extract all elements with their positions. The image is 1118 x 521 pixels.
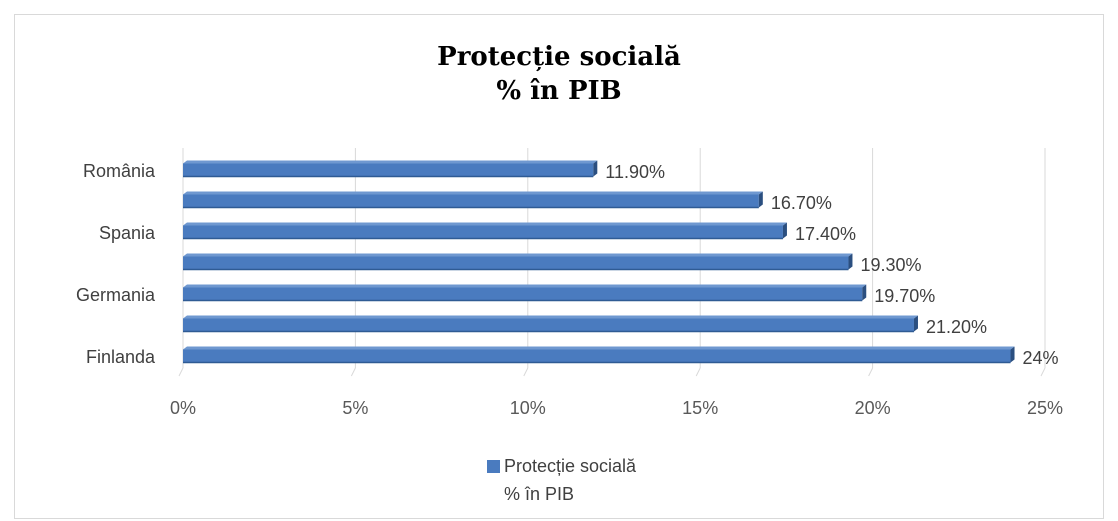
bar (183, 349, 1011, 363)
legend-label-line1: Protecție socială (504, 456, 637, 476)
bar-top-face (183, 346, 1015, 350)
gridline-floor (350, 367, 356, 377)
x-tick-label: 10% (510, 398, 546, 418)
bar-top-face (183, 253, 853, 257)
bar (183, 163, 594, 177)
data-label: 21.20% (926, 317, 987, 337)
chart-title: Protecție socială % în PIB (0, 40, 1118, 108)
gridline-floor (1040, 367, 1046, 377)
x-tick-label: 15% (682, 398, 718, 418)
x-tick-label: 20% (855, 398, 891, 418)
bar (183, 225, 783, 239)
bar-end-face (913, 315, 918, 332)
data-label: 16.70% (771, 193, 832, 213)
bar-top-face (183, 315, 918, 319)
data-label: 24% (1023, 348, 1059, 368)
bar-end-face (1010, 346, 1015, 363)
bar-top-face (183, 222, 787, 226)
bar-end-face (758, 191, 763, 208)
bar-end-face (593, 160, 598, 177)
x-tick-label: 5% (342, 398, 368, 418)
bar-top-face (183, 284, 867, 288)
gridline-floor (523, 367, 529, 377)
bar-end-face (862, 284, 867, 301)
chart-title-line2: % în PIB (496, 76, 622, 106)
chart-title-line1: Protecție socială (437, 42, 681, 72)
bar (183, 287, 863, 301)
bar-top-face (183, 191, 763, 195)
data-label: 17.40% (795, 224, 856, 244)
data-label: 11.90% (605, 162, 665, 182)
x-tick-label: 25% (1027, 398, 1063, 418)
bar-end-face (782, 222, 787, 239)
category-label: Finlanda (86, 347, 156, 367)
bar (183, 318, 914, 332)
legend-swatch (487, 460, 500, 473)
gridline-floor (868, 367, 874, 377)
bar-end-face (848, 253, 853, 270)
category-label: România (83, 161, 156, 181)
bar (183, 194, 759, 208)
category-label: Germania (76, 285, 156, 305)
data-label: 19.30% (860, 255, 921, 275)
gridline-floor (695, 367, 701, 377)
bar-top-face (183, 160, 598, 164)
gridline-floor (178, 367, 184, 377)
data-label: 19.70% (874, 286, 935, 306)
legend-label-line2: % în PIB (504, 484, 575, 504)
bar (183, 256, 849, 270)
x-tick-label: 0% (170, 398, 196, 418)
category-label: Spania (99, 223, 156, 243)
legend: Protecție socială % în PIB (487, 452, 636, 508)
